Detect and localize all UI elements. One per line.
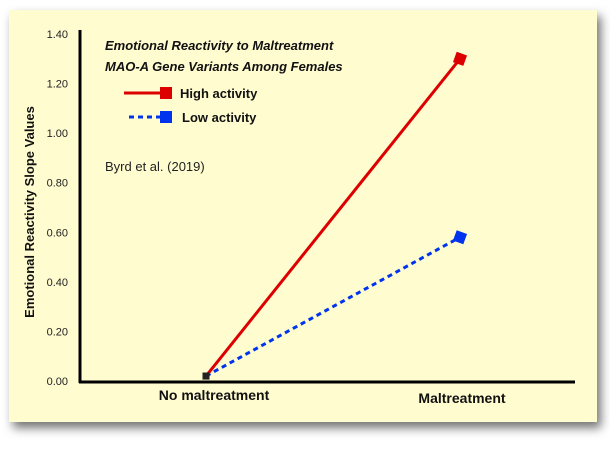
y-axis-label: Emotional Reactivity Slope Values [22,106,37,318]
chart-title: Emotional Reactivity to Maltreatment [105,38,334,53]
data-point-marker [202,372,210,380]
y-tick-label: 0.80 [47,178,68,190]
y-tick-label: 0.60 [47,227,68,239]
legend-label: High activity [180,86,258,101]
data-point-marker [452,230,468,245]
y-tick-label: 1.20 [47,79,68,91]
data-point-marker [452,51,468,66]
legend-label: Low activity [182,110,257,125]
series-line-low [205,235,461,378]
legend-marker-swatch [160,111,172,123]
chart-panel [9,10,597,422]
series-line-high [204,57,462,377]
y-tick-label: 0.00 [47,376,68,388]
y-tick-label: 0.40 [47,277,68,289]
y-tick-label: 0.20 [47,326,68,338]
x-category-label: Maltreatment [418,390,505,406]
citation-annotation: Byrd et al. (2019) [105,159,205,174]
chart-subtitle: MAO-A Gene Variants Among Females [105,59,343,74]
x-category-label: No maltreatment [159,387,270,403]
legend-marker-swatch [160,87,172,99]
y-tick-label: 1.40 [47,29,68,41]
y-tick-label: 1.00 [47,128,68,140]
